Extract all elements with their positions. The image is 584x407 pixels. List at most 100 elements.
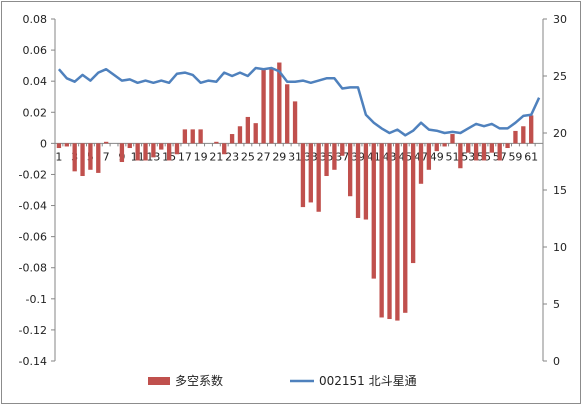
y-right-tick-label: 25 (553, 70, 567, 83)
bar (80, 143, 85, 177)
bar (269, 68, 274, 144)
bar (403, 143, 408, 313)
bar (143, 143, 148, 161)
bar (300, 143, 306, 208)
bar (135, 143, 140, 161)
bar (324, 143, 329, 177)
bar (529, 115, 534, 144)
line-series-北斗星通 (57, 66, 541, 137)
bar (395, 143, 400, 321)
bar (387, 143, 392, 320)
price-line (57, 66, 541, 137)
bar (214, 141, 219, 144)
x-tick-label: 25 (241, 150, 255, 163)
bar (363, 143, 369, 220)
bar (253, 123, 258, 144)
bar (466, 143, 471, 153)
y-left-tick-label: 0.06 (23, 44, 48, 57)
y-left-tick-label: -0.14 (19, 355, 47, 368)
y-left-tick-label: 0 (40, 137, 47, 150)
x-tick-label: 53 (461, 150, 475, 163)
bar (450, 134, 455, 144)
y-left-tick-label: -0.08 (19, 262, 47, 275)
axis-layer: 0.08 0.06 0.04 0.02 0 -0.02 -0.04 -0.06 -0.08 -0.… (19, 13, 567, 368)
bar (166, 143, 172, 161)
bar (151, 143, 156, 158)
bar (355, 143, 361, 218)
bar (103, 141, 109, 144)
y-left-tick-label: -0.04 (19, 200, 47, 213)
y-right-tick-label: 30 (553, 13, 567, 26)
y-left-tick-label: -0.12 (19, 324, 47, 337)
x-tick-label: 37 (335, 150, 349, 163)
bar (292, 101, 298, 144)
x-tick-label: 7 (103, 150, 110, 163)
bar (371, 143, 376, 279)
bar (426, 143, 432, 170)
y-left-tick-label: -0.06 (19, 231, 47, 244)
combo-chart: 0.08 0.06 0.04 0.02 0 -0.02 -0.04 -0.06 -0.08 -0.… (19, 13, 567, 388)
bar (521, 126, 526, 144)
y-left-tick-label: -0.02 (19, 168, 47, 181)
x-tick-label: 23 (225, 150, 239, 163)
x-tick-label: 27 (257, 150, 271, 163)
y-left-tick-label: -0.1 (26, 293, 47, 306)
bar (64, 143, 69, 147)
y-left-tick-label: 0.04 (23, 75, 48, 88)
bar (505, 143, 510, 149)
bar (245, 116, 251, 144)
bar-series-多空系数 (56, 62, 534, 321)
x-tick-label: 49 (430, 150, 444, 163)
bar (261, 68, 266, 144)
bar (379, 143, 384, 318)
y-left-tick-label: 0.08 (23, 13, 48, 26)
legend-bar-swatch (148, 377, 170, 385)
y-left-tick-label: 0.02 (23, 106, 48, 119)
bar (96, 143, 101, 173)
x-tick-label: 29 (272, 150, 286, 163)
bar (489, 143, 495, 153)
x-tick-label: 31 (288, 150, 302, 163)
bar (72, 143, 77, 172)
legend-bar-label: 多空系数 (175, 373, 223, 388)
bar (458, 143, 463, 169)
bar (190, 129, 195, 144)
bar (119, 143, 125, 163)
bar (481, 143, 487, 161)
bar (410, 143, 416, 264)
legend: 多空系数 002151 北斗星通 (148, 373, 417, 388)
x-tick-label: 17 (178, 150, 192, 163)
y-right-tick-label: 20 (553, 127, 567, 140)
bar (434, 143, 439, 152)
y-right-tick-label: 5 (553, 298, 560, 311)
bar (159, 143, 164, 150)
bar (418, 143, 424, 184)
bar (316, 143, 321, 212)
bar (56, 143, 62, 149)
bar (442, 143, 447, 147)
x-tick-label: 51 (445, 150, 459, 163)
legend-line-label: 002151 北斗星通 (319, 374, 417, 388)
y-right-tick-label: 15 (553, 184, 567, 197)
bar (229, 134, 235, 144)
bar (222, 143, 227, 155)
bar (174, 143, 180, 155)
bar (277, 62, 282, 144)
bar (182, 129, 188, 144)
bar (88, 143, 93, 170)
bar (237, 126, 243, 144)
bar (473, 143, 479, 161)
x-tick-label: 61 (524, 150, 538, 163)
bar (198, 129, 203, 144)
bar (127, 143, 132, 149)
bar (285, 84, 290, 144)
x-tick-label: 59 (508, 150, 522, 163)
bar (340, 143, 345, 156)
bar (497, 143, 502, 161)
y-right-tick-label: 10 (553, 241, 567, 254)
bar (513, 130, 518, 144)
x-tick-label: 21 (209, 150, 223, 163)
bar (332, 143, 337, 170)
y-right-tick-label: 0 (553, 355, 560, 368)
